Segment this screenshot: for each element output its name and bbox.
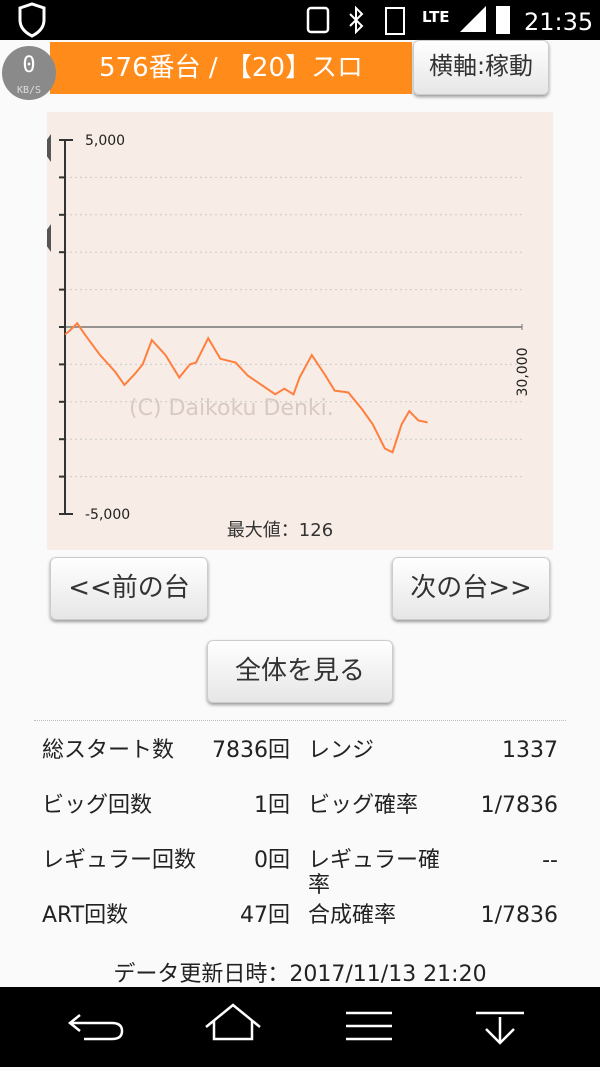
speed-badge: 0 KB/S: [2, 46, 56, 100]
network-type: LTE: [422, 8, 450, 26]
annotation: 最大値：126: [227, 520, 333, 541]
stat-label: ビッグ確率: [308, 793, 419, 818]
stats-row: ART回数 47回 合成確率 1/7836: [42, 903, 558, 958]
next-label: NEXT: [551, 173, 553, 211]
stat-label: レンジ: [308, 738, 375, 763]
nav-icons: [67, 1003, 524, 1045]
overview-button[interactable]: 全体を見る: [207, 640, 393, 703]
home-icon[interactable]: [205, 1003, 261, 1041]
hide-icon[interactable]: [476, 1011, 524, 1045]
stat-value: 1337: [502, 738, 558, 763]
menu-icon[interactable]: [346, 1011, 392, 1041]
stat-value: 1/7836: [480, 793, 558, 818]
battery-icon: [496, 6, 510, 34]
back-arrow: [47, 134, 51, 252]
data-line: [64, 321, 428, 454]
speed-unit: KB/S: [16, 85, 42, 96]
speed-value: 0: [22, 53, 36, 78]
update-time: データ更新日時：2017/11/13 21:20: [113, 962, 487, 987]
stat-label: レギュラー確率: [308, 848, 441, 898]
stat-label: ビッグ回数: [42, 793, 153, 818]
stat-value: 0回: [254, 848, 290, 873]
status-icons: LTE 21:35: [18, 2, 593, 38]
bluetooth-icon: [349, 5, 364, 35]
watermark: (C) Daikoku Denki.: [129, 396, 334, 421]
alarm-icon: [306, 6, 330, 34]
separator: [34, 720, 566, 721]
stat-value: 7836回: [212, 738, 290, 763]
y-tick-label: -5,000: [85, 507, 130, 523]
axis-toggle-button[interactable]: 横軸:稼動: [413, 40, 549, 95]
stat-label: レギュラー回数: [42, 848, 197, 873]
stat-value: --: [542, 848, 558, 873]
prev-button[interactable]: <<前の台: [50, 557, 208, 620]
stat-label: ART回数: [42, 903, 129, 928]
chart: (C) Daikoku Denki. 5,000 -5,000 30,000 最大値：1…: [47, 112, 553, 550]
stat-label: 合成確率: [308, 903, 397, 928]
shield-icon: [18, 2, 46, 38]
stat-value: 1/7836: [480, 903, 558, 928]
signal-icon: [460, 6, 486, 32]
status-bar: LTE 21:35: [0, 0, 600, 40]
stats-table: 総スタート数 7836回 レンジ 1337 ビッグ回数 1回 ビッグ確率 1/7836 レギュラ…: [42, 738, 558, 958]
stats-row: レギュラー回数 0回 レギュラー確率 --: [42, 848, 558, 903]
header-title: 576番台 / 【20】スロ: [50, 42, 412, 94]
stat-value: 1回: [254, 793, 290, 818]
stats-row: 総スタート数 7836回 レンジ 1337: [42, 738, 558, 793]
stats-row: ビッグ回数 1回 ビッグ確率 1/7836: [42, 793, 558, 848]
stat-value: 47回: [240, 903, 290, 928]
nav-bar: [0, 987, 600, 1067]
next-button[interactable]: 次の台>>: [392, 557, 550, 620]
vibrate-icon: [385, 7, 405, 35]
back-icon[interactable]: [67, 1014, 124, 1041]
stat-label: 総スタート数: [42, 738, 175, 763]
clock: 21:35: [524, 8, 593, 36]
x-tick-label: 30,000: [515, 348, 531, 397]
y-tick-label: 5,000: [85, 133, 125, 149]
